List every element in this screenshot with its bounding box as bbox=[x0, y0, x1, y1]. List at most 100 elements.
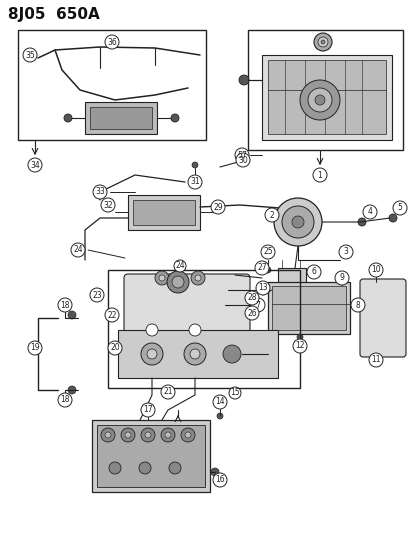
Circle shape bbox=[244, 306, 259, 320]
FancyBboxPatch shape bbox=[124, 274, 249, 334]
Text: 23: 23 bbox=[92, 290, 102, 300]
Text: 15: 15 bbox=[230, 389, 239, 398]
Bar bbox=[18, 30, 206, 140]
Circle shape bbox=[68, 311, 76, 319]
Text: 7: 7 bbox=[255, 301, 260, 310]
Circle shape bbox=[188, 175, 202, 189]
Circle shape bbox=[105, 308, 119, 322]
Text: 14: 14 bbox=[215, 398, 224, 407]
Text: 17: 17 bbox=[143, 406, 152, 415]
Bar bbox=[97, 425, 204, 487]
Circle shape bbox=[190, 271, 204, 285]
Bar bbox=[118, 330, 277, 378]
Circle shape bbox=[171, 276, 183, 288]
Text: 10: 10 bbox=[370, 265, 380, 274]
Text: 13: 13 bbox=[258, 284, 267, 293]
Circle shape bbox=[71, 243, 85, 257]
Circle shape bbox=[109, 462, 121, 474]
Circle shape bbox=[254, 261, 268, 275]
Circle shape bbox=[260, 245, 274, 259]
Text: 20: 20 bbox=[110, 343, 119, 352]
Circle shape bbox=[211, 200, 224, 214]
Bar bbox=[108, 270, 299, 388]
Text: 28: 28 bbox=[247, 294, 256, 303]
Text: 21: 21 bbox=[163, 387, 172, 397]
Circle shape bbox=[292, 339, 306, 353]
Circle shape bbox=[147, 349, 157, 359]
Text: 8: 8 bbox=[355, 301, 359, 310]
Text: 9: 9 bbox=[339, 273, 344, 282]
Text: 29: 29 bbox=[213, 203, 222, 212]
Text: 4: 4 bbox=[367, 207, 372, 216]
Bar bbox=[261, 55, 391, 140]
Circle shape bbox=[306, 265, 320, 279]
Circle shape bbox=[64, 114, 72, 122]
Text: 5: 5 bbox=[396, 204, 401, 213]
Circle shape bbox=[212, 395, 226, 409]
Circle shape bbox=[216, 413, 223, 419]
Circle shape bbox=[93, 185, 107, 199]
Bar bbox=[271, 286, 345, 330]
Text: 22: 22 bbox=[107, 311, 116, 319]
Circle shape bbox=[296, 334, 302, 340]
Circle shape bbox=[101, 428, 115, 442]
Circle shape bbox=[362, 205, 376, 219]
Circle shape bbox=[338, 245, 352, 259]
Text: 16: 16 bbox=[215, 475, 224, 484]
Circle shape bbox=[28, 158, 42, 172]
Text: 30: 30 bbox=[237, 156, 247, 165]
Bar bbox=[267, 282, 349, 334]
Text: 24: 24 bbox=[73, 246, 83, 254]
Circle shape bbox=[185, 432, 190, 438]
Circle shape bbox=[141, 343, 163, 365]
Text: 12: 12 bbox=[294, 342, 304, 351]
Circle shape bbox=[165, 432, 171, 438]
Circle shape bbox=[192, 162, 197, 168]
Circle shape bbox=[68, 386, 76, 394]
Circle shape bbox=[171, 114, 178, 122]
Circle shape bbox=[299, 80, 339, 120]
Circle shape bbox=[105, 432, 111, 438]
Bar bbox=[267, 60, 385, 134]
Circle shape bbox=[314, 95, 324, 105]
Circle shape bbox=[58, 393, 72, 407]
Circle shape bbox=[312, 168, 326, 182]
Circle shape bbox=[141, 428, 154, 442]
Circle shape bbox=[388, 214, 396, 222]
Circle shape bbox=[228, 387, 240, 399]
Circle shape bbox=[307, 88, 331, 112]
Bar bbox=[277, 268, 305, 286]
Circle shape bbox=[244, 291, 259, 305]
Text: 19: 19 bbox=[30, 343, 40, 352]
Text: 3: 3 bbox=[343, 247, 348, 256]
Circle shape bbox=[334, 271, 348, 285]
Circle shape bbox=[161, 385, 175, 399]
Circle shape bbox=[320, 40, 324, 44]
Circle shape bbox=[146, 324, 158, 336]
Text: 33: 33 bbox=[95, 188, 104, 197]
Text: 24: 24 bbox=[175, 262, 184, 271]
Circle shape bbox=[264, 208, 278, 222]
FancyBboxPatch shape bbox=[359, 279, 405, 357]
Circle shape bbox=[368, 263, 382, 277]
Circle shape bbox=[211, 468, 218, 476]
Circle shape bbox=[264, 267, 271, 273]
Circle shape bbox=[145, 432, 151, 438]
Circle shape bbox=[235, 153, 249, 167]
Circle shape bbox=[161, 428, 175, 442]
Circle shape bbox=[223, 345, 240, 363]
Circle shape bbox=[392, 201, 406, 215]
Text: 26: 26 bbox=[247, 309, 256, 318]
Circle shape bbox=[139, 462, 151, 474]
Circle shape bbox=[235, 148, 248, 162]
Circle shape bbox=[169, 462, 180, 474]
Circle shape bbox=[173, 260, 185, 272]
Text: 11: 11 bbox=[370, 356, 380, 365]
Circle shape bbox=[255, 281, 269, 295]
Circle shape bbox=[28, 341, 42, 355]
Text: 27: 27 bbox=[256, 263, 266, 272]
Circle shape bbox=[180, 428, 195, 442]
Circle shape bbox=[350, 298, 364, 312]
Circle shape bbox=[189, 324, 201, 336]
Text: 36: 36 bbox=[107, 37, 116, 46]
